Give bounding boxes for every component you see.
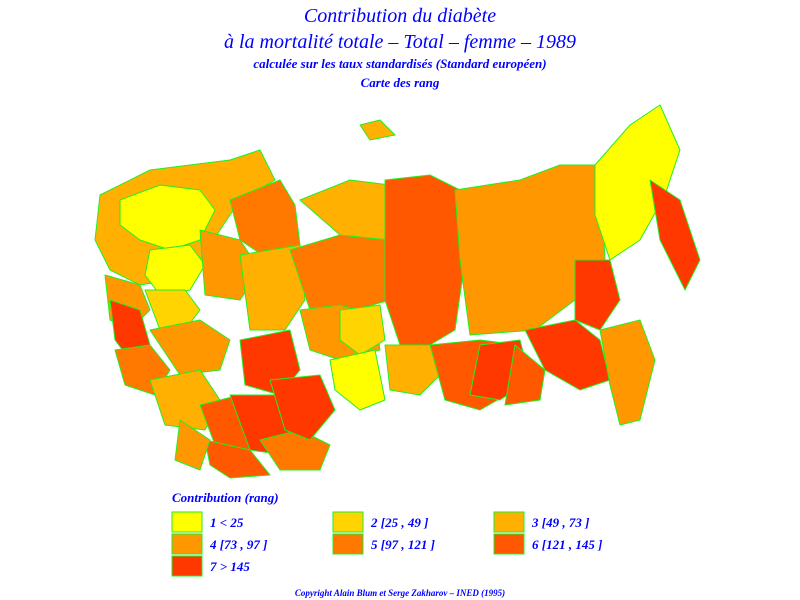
region [599,319,656,426]
legend: 1 < 25 2 [25 , 49 ] 3 [49 , 73 ] 4 [73 , 97… [171,511,602,577]
note: calculée sur les taux standardisés (Stan… [253,56,546,71]
legend-label: 6 [121 , 145 ] [532,537,602,552]
legend-label: 3 [49 , 73 ] [531,515,589,530]
region [239,244,306,331]
legend-swatch [171,511,203,533]
region [149,319,231,376]
legend-label: 4 [73 , 97 ] [209,537,267,552]
legend-label: 1 < 25 [210,515,244,530]
region [504,344,546,406]
region [204,439,271,479]
region [384,174,466,346]
legend-label: 2 [25 , 49 ] [370,515,428,530]
legend-label: 5 [97 , 121 ] [371,537,435,552]
region [174,419,211,471]
legend-swatch [493,511,525,533]
subtitle: à la mortalité totale – Total – femme – … [224,31,576,53]
region [339,304,386,356]
legend-swatch [493,533,525,555]
copyright: Copyright Alain Blum et Serge Zakharov –… [295,588,505,598]
region [144,244,206,296]
map-name: Carte des rang [361,75,440,90]
legend-swatch [171,533,203,555]
regions [94,104,701,479]
legend-title: Contribution (rang) [172,490,279,505]
legend-swatch [332,511,364,533]
region [329,349,386,411]
region [574,259,621,331]
legend-label: 7 > 145 [210,559,250,574]
region [384,344,441,396]
region [649,179,701,291]
region [144,289,201,331]
title: Contribution du diabète [304,5,496,27]
region [359,119,396,141]
region [269,374,336,441]
region [119,184,216,251]
legend-swatch [171,555,203,577]
legend-swatch [332,533,364,555]
